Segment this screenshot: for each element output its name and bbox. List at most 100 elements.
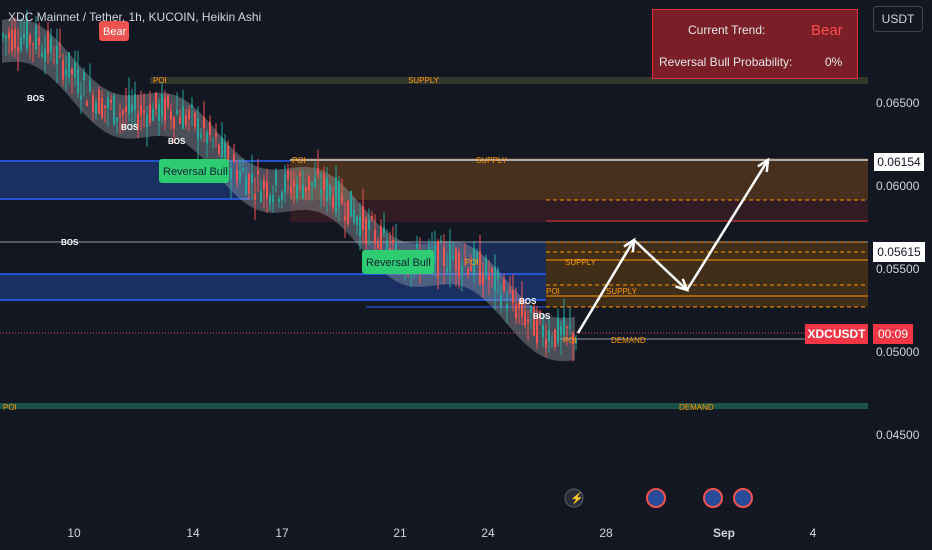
candle-body bbox=[158, 103, 160, 121]
y-tick-label: 0.06500 bbox=[876, 96, 920, 110]
candle-body bbox=[509, 289, 511, 292]
events[interactable]: ⚡ bbox=[564, 488, 753, 508]
candle-body bbox=[341, 195, 343, 204]
candle-body bbox=[26, 18, 28, 49]
currency-button[interactable]: USDT bbox=[873, 6, 923, 32]
candle-body bbox=[566, 326, 568, 329]
candle-body bbox=[362, 206, 364, 230]
candle-body bbox=[497, 270, 499, 280]
candle-body bbox=[224, 142, 226, 158]
candle-body bbox=[56, 45, 58, 65]
candle-body bbox=[89, 80, 91, 91]
candle-body bbox=[470, 266, 472, 272]
flash-glyph: ⚡ bbox=[570, 492, 584, 505]
candle-body bbox=[521, 297, 523, 317]
candle-body bbox=[164, 97, 166, 122]
projection-segment bbox=[633, 239, 688, 291]
candle-body bbox=[44, 48, 46, 62]
candle-body bbox=[146, 115, 148, 127]
candle-body bbox=[215, 133, 217, 137]
candle-body bbox=[386, 240, 388, 254]
chart-labels: BOS BOS BOS BOS BOS BOS POI SUPPLY POI S… bbox=[3, 76, 714, 412]
candle-body bbox=[533, 306, 535, 336]
candle-body bbox=[368, 220, 370, 230]
candle-body bbox=[449, 245, 451, 272]
candle-body bbox=[20, 37, 22, 50]
candle-body bbox=[353, 210, 355, 223]
reversal-tag: Reversal Bull bbox=[362, 250, 434, 274]
poi-label: POI bbox=[3, 403, 17, 412]
candle-body bbox=[194, 112, 196, 127]
candle-body bbox=[308, 175, 310, 191]
candle-body bbox=[152, 108, 154, 121]
y-tick-label: 0.05000 bbox=[876, 345, 920, 359]
symbol-tag: XDCUSDT bbox=[805, 324, 868, 344]
candle-body bbox=[68, 52, 70, 78]
candle-body bbox=[104, 105, 106, 108]
candle-body bbox=[443, 247, 445, 266]
time-axis[interactable]: 10 14 17 21 24 28 Sep 4 bbox=[67, 526, 816, 540]
trend-panel: Current Trend: Bear Reversal Bull Probab… bbox=[652, 9, 858, 79]
candle-body bbox=[560, 326, 562, 336]
candle-body bbox=[302, 185, 304, 199]
reversal-probability-value: 0% bbox=[825, 55, 843, 69]
x-tick-label: 10 bbox=[67, 526, 81, 540]
candle-body bbox=[191, 104, 193, 108]
candle-body bbox=[5, 35, 7, 39]
candle-body bbox=[305, 187, 307, 192]
candle-body bbox=[281, 192, 283, 201]
candle-body bbox=[464, 258, 466, 260]
y-tick-label: 0.05500 bbox=[876, 262, 920, 276]
candle-body bbox=[245, 176, 247, 195]
y-tick-label: 0.06000 bbox=[876, 179, 920, 193]
candle-body bbox=[254, 193, 256, 200]
candle-body bbox=[377, 243, 379, 249]
candle-body bbox=[134, 94, 136, 111]
candle-body bbox=[155, 92, 157, 110]
candle-body bbox=[236, 170, 238, 182]
candle-body bbox=[506, 303, 508, 310]
supply-label: SUPPLY bbox=[606, 287, 638, 296]
candle-body bbox=[203, 116, 205, 128]
candle-body bbox=[221, 137, 223, 158]
demand-label: DEMAND bbox=[611, 336, 646, 345]
demand-label: DEMAND bbox=[679, 403, 714, 412]
candle-body bbox=[575, 339, 577, 344]
candle-body bbox=[74, 62, 76, 78]
candle-body bbox=[206, 132, 208, 144]
candle-body bbox=[572, 333, 574, 345]
candle-body bbox=[242, 168, 244, 171]
candle-body bbox=[149, 104, 151, 123]
candle-body bbox=[491, 268, 493, 273]
x-tick-label: 4 bbox=[810, 526, 817, 540]
candle-body bbox=[47, 30, 49, 54]
candle-body bbox=[278, 199, 280, 202]
candle-body bbox=[467, 268, 469, 276]
candle-body bbox=[347, 200, 349, 224]
reversal-tag: Reversal Bull bbox=[159, 159, 229, 183]
bos-label: BOS bbox=[519, 297, 537, 306]
projection-segment bbox=[685, 159, 770, 291]
x-tick-label: 14 bbox=[186, 526, 200, 540]
candle-body bbox=[551, 342, 553, 344]
candle-body bbox=[239, 170, 241, 181]
supply-label: SUPPLY bbox=[408, 76, 440, 85]
candle-body bbox=[527, 319, 529, 323]
candle-body bbox=[311, 182, 313, 187]
us-flag-icon bbox=[733, 488, 753, 508]
candle-body bbox=[269, 195, 271, 204]
flash-event-icon bbox=[564, 488, 584, 508]
candle-body bbox=[350, 190, 352, 217]
candle-body bbox=[32, 43, 34, 45]
candle-body bbox=[179, 116, 181, 124]
candle-body bbox=[329, 185, 331, 197]
candle-body bbox=[98, 89, 100, 114]
reversal-tag-text: Reversal Bull bbox=[163, 166, 228, 178]
candle-body bbox=[143, 110, 145, 113]
candle-body bbox=[200, 134, 202, 138]
price-axis[interactable]: 0.06500 0.06000 0.05500 0.05000 0.04500 bbox=[876, 96, 920, 442]
candle-body bbox=[476, 252, 478, 261]
candle-body bbox=[479, 251, 481, 284]
reversal-probability-label: Reversal Bull Probability: bbox=[659, 55, 793, 69]
